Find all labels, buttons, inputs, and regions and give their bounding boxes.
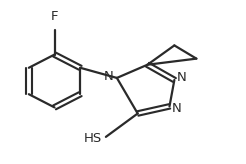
Text: N: N	[104, 70, 113, 83]
Text: HS: HS	[83, 132, 102, 145]
Text: F: F	[51, 10, 58, 23]
Text: N: N	[172, 102, 182, 115]
Text: N: N	[177, 72, 186, 84]
